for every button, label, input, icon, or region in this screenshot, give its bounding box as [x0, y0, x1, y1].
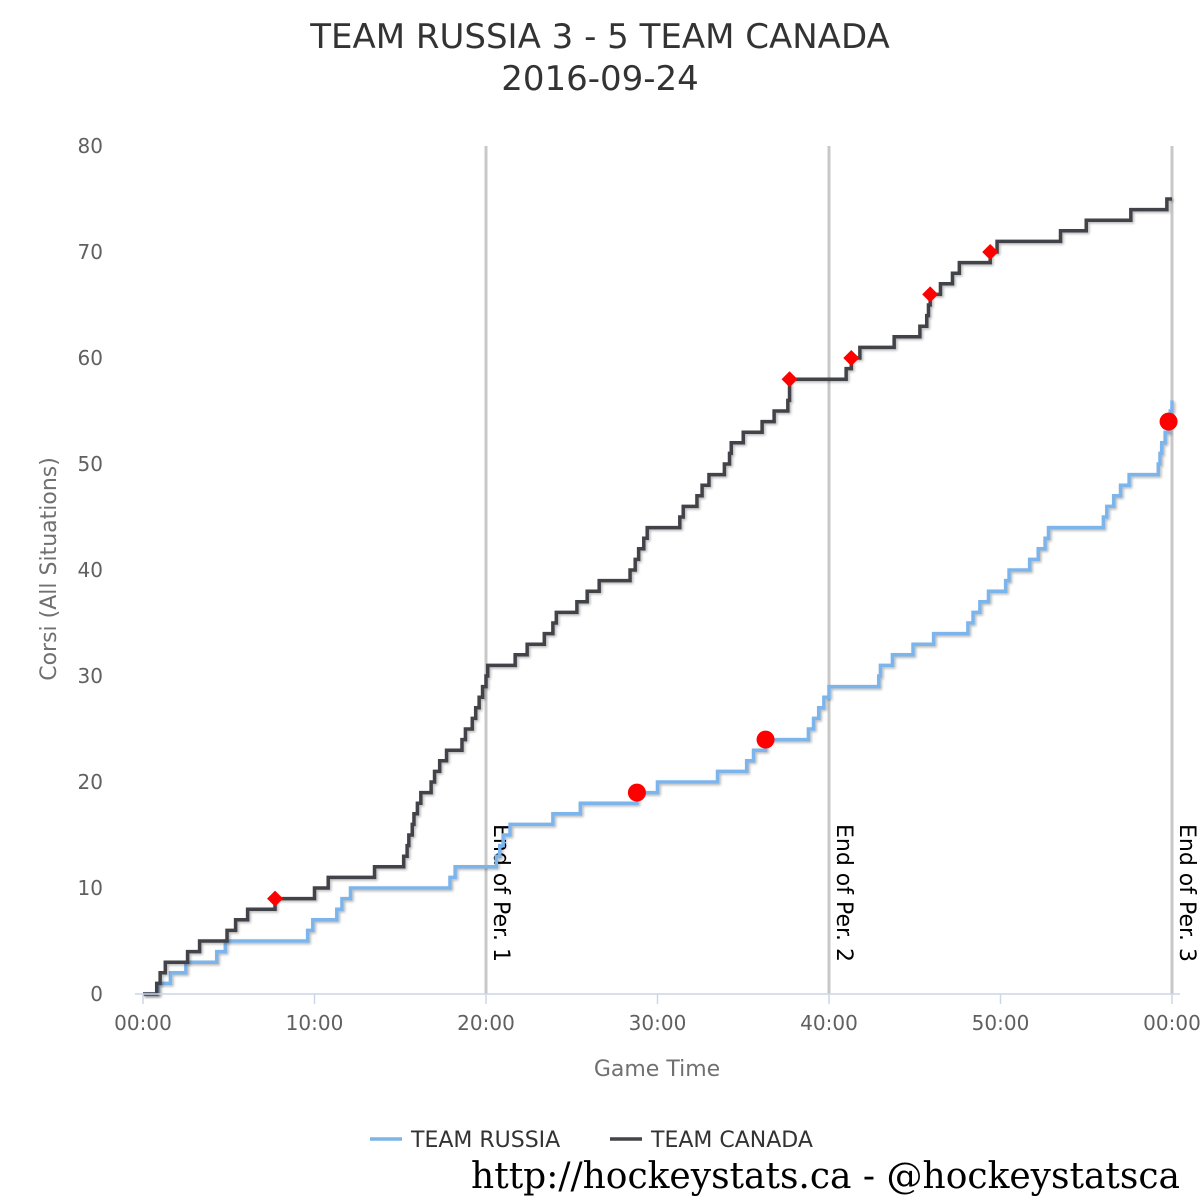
x-tick-label: 10:00 — [286, 1011, 344, 1035]
series-lines — [143, 197, 1174, 996]
x-tick-label: 50:00 — [972, 1011, 1030, 1035]
y-tick-label: 30 — [78, 664, 103, 688]
legend-label: TEAM CANADA — [650, 1128, 813, 1153]
y-tick-label: 0 — [90, 982, 103, 1006]
legend-label: TEAM RUSSIA — [410, 1128, 560, 1153]
y-tick-label: 20 — [78, 770, 103, 794]
legend[interactable]: TEAM RUSSIA TEAM CANADA — [370, 1128, 813, 1153]
chart-subtitle: 2016-09-24 — [501, 59, 699, 99]
goal-markers — [267, 244, 1178, 907]
x-tick-label: 00:00 — [1143, 1011, 1200, 1035]
period-end-label: End of Per. 2 — [831, 824, 856, 962]
goal-marker-diamond[interactable] — [922, 286, 939, 303]
series-line-team-russia[interactable] — [143, 400, 1174, 996]
goal-marker-circle[interactable] — [627, 783, 646, 802]
goal-marker-diamond[interactable] — [982, 244, 999, 260]
y-ticks: 0 10 20 30 40 50 60 70 80 — [78, 134, 103, 1006]
y-tick-label: 60 — [78, 346, 103, 370]
y-axis-title: Corsi (All Situations) — [37, 457, 62, 681]
period-end-label: End of Per. 3 — [1174, 824, 1199, 962]
goal-marker-diamond[interactable] — [267, 890, 284, 907]
goal-marker-circle[interactable] — [1159, 412, 1178, 431]
legend-item-team-canada[interactable]: TEAM CANADA — [610, 1128, 813, 1153]
credit-text: http://hockeystats.ca - @hockeystatsca — [471, 1156, 1180, 1197]
period-lines: End of Per. 1 End of Per. 2 End of Per. 3 — [484, 146, 1199, 994]
y-tick-label: 80 — [78, 134, 103, 158]
y-tick-label: 70 — [78, 240, 103, 264]
goal-marker-circle[interactable] — [756, 730, 775, 749]
y-tick-label: 50 — [78, 452, 103, 476]
x-tick-label: 40:00 — [800, 1011, 858, 1035]
x-axis-title: Game Time — [594, 1057, 720, 1082]
series-line-team-canada[interactable] — [143, 197, 1172, 996]
x-tick-label: 30:00 — [629, 1011, 687, 1035]
x-tick-label: 00:00 — [114, 1011, 172, 1035]
x-ticks: 00:00 10:00 20:00 30:00 40:00 50:00 00:00 — [114, 994, 1200, 1035]
x-tick-label: 20:00 — [457, 1011, 515, 1035]
chart-title: TEAM RUSSIA 3 - 5 TEAM CANADA — [309, 17, 890, 57]
y-tick-label: 10 — [78, 876, 103, 900]
goal-marker-diamond[interactable] — [843, 350, 860, 366]
goal-marker-diamond[interactable] — [781, 371, 798, 388]
legend-item-team-russia[interactable]: TEAM RUSSIA — [370, 1128, 560, 1153]
y-tick-label: 40 — [78, 558, 103, 582]
